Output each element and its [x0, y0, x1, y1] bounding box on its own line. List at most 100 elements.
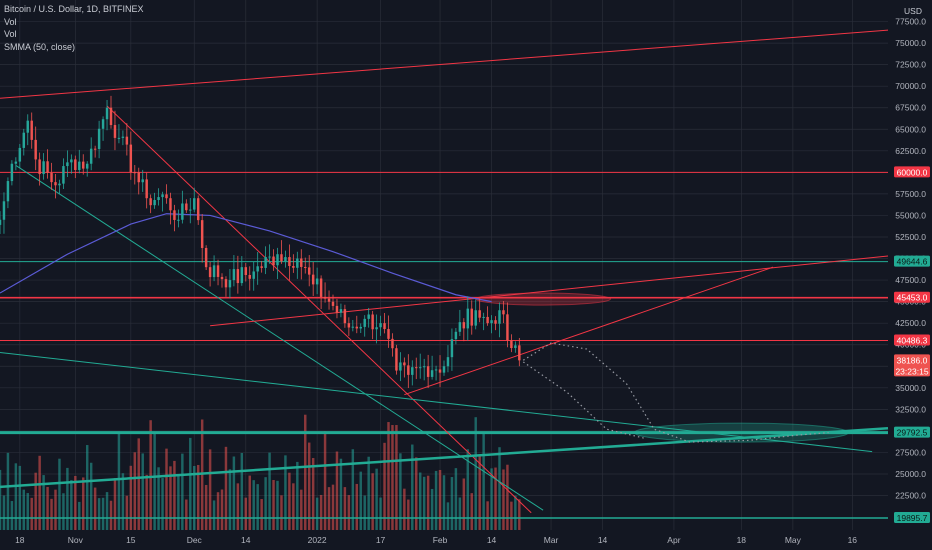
volume-bar	[300, 489, 303, 530]
candle-body	[339, 309, 343, 313]
price-tag-label: 60000.0	[897, 167, 928, 177]
candle-body	[200, 220, 204, 248]
candle-body	[307, 267, 311, 275]
volume-bar	[42, 475, 45, 530]
price-tag-label: 45453.0	[897, 293, 928, 303]
volume-bar	[204, 484, 208, 530]
candle-body	[391, 338, 394, 349]
volume-bar	[403, 488, 406, 530]
candle-body	[300, 258, 303, 267]
candle-body	[240, 267, 244, 284]
x-axis[interactable]: 18 Nov 15 Dec 14 2022 17 Feb 14 Mar 14 Apr 18 May 16	[15, 535, 857, 545]
candle-body	[30, 120, 33, 140]
candle-body	[367, 314, 370, 319]
volume-bar	[335, 451, 339, 530]
x-tick-label: 15	[126, 535, 136, 545]
candle-body	[169, 198, 172, 211]
candle-body	[315, 278, 319, 285]
volume-bar	[216, 492, 220, 530]
candle-body	[185, 203, 188, 211]
candle-body	[256, 266, 259, 272]
volume-bar	[153, 433, 156, 530]
horizontal-levels	[0, 171, 888, 519]
candle-body	[54, 182, 57, 186]
volume-bar	[133, 452, 137, 530]
candle-body	[351, 326, 355, 328]
volume-bar	[193, 465, 196, 530]
candle-body	[478, 310, 481, 318]
candle-body	[121, 136, 125, 138]
volume-bar	[196, 464, 200, 530]
candle-body	[296, 258, 299, 268]
candle-body	[177, 219, 180, 221]
x-tick-label: Dec	[187, 535, 203, 545]
candle-body	[486, 316, 489, 324]
price-tag: 40486.3	[894, 334, 930, 346]
candle-body	[252, 271, 255, 279]
candle-body	[506, 314, 509, 341]
volume-bar	[486, 501, 489, 530]
candle-body	[2, 201, 6, 220]
volume-bar	[490, 468, 493, 530]
chart-title[interactable]: Bitcoin / U.S. Dollar, 1D, BITFINEX	[4, 4, 144, 14]
volume-bar	[514, 495, 517, 530]
candle-body	[387, 329, 390, 339]
candle-body	[34, 139, 37, 160]
candle-body	[331, 301, 335, 306]
candle-body	[66, 162, 69, 167]
price-tag: 19895.7	[894, 511, 930, 523]
x-tick-label: Feb	[433, 535, 448, 545]
chart-legend: Bitcoin / U.S. Dollar, 1D, BITFINEX Vol …	[4, 3, 144, 53]
price-tag: 29792.5	[894, 426, 930, 438]
volume-bar	[482, 432, 485, 530]
volume-bar	[161, 478, 164, 530]
candle-body	[74, 159, 77, 170]
volume-bar	[411, 444, 414, 530]
price-tags: 60000.0 49644.6 45453.0 40486.3 29792.5 19895…	[894, 166, 930, 523]
volume-bar	[14, 463, 18, 530]
y-tick-label: 25000.0	[895, 469, 926, 479]
volume-bar	[129, 465, 133, 530]
candle-body	[430, 370, 434, 377]
y-tick-label: 32500.0	[895, 404, 926, 414]
price-tag-label: 40486.3	[897, 336, 928, 346]
volume-bar	[375, 468, 378, 530]
volume-bar	[66, 467, 69, 530]
candle-body	[82, 161, 85, 169]
candle-body	[458, 322, 462, 332]
x-tick-label: 18	[15, 535, 25, 545]
y-tick-label: 62500.0	[895, 146, 926, 156]
volume-bar	[415, 457, 418, 530]
volume-bar	[288, 472, 291, 530]
volume-bar	[6, 452, 10, 530]
candle-body	[498, 310, 501, 324]
volume-bar	[284, 455, 287, 530]
candle-body	[304, 266, 307, 268]
volume-bar	[311, 458, 315, 530]
candle-body	[85, 163, 89, 169]
volume-bar	[466, 449, 470, 530]
candle-body	[474, 310, 477, 326]
trend-line	[0, 351, 873, 453]
x-tick-label: 14	[241, 535, 251, 545]
candle-body	[502, 310, 505, 315]
volume-bar	[367, 456, 370, 530]
volume-bar	[383, 442, 386, 530]
candle-body	[133, 172, 137, 174]
volume-bar	[50, 498, 53, 530]
volume-bar	[228, 469, 232, 530]
y-tick-label: 72500.0	[895, 60, 926, 70]
volume-bar	[418, 472, 422, 530]
volume-bar	[426, 475, 430, 530]
volume-bar	[331, 484, 335, 530]
indicator-vol-1[interactable]: Vol	[4, 16, 17, 27]
indicator-vol-2[interactable]: Vol	[4, 29, 17, 39]
volume-bar	[169, 466, 172, 530]
volume-bar	[407, 499, 410, 530]
indicator-smma[interactable]: SMMA (50, close)	[4, 41, 76, 52]
volume-bar	[173, 460, 176, 530]
candle-body	[375, 327, 378, 330]
volume-bar	[470, 493, 473, 530]
volume-bar	[319, 494, 323, 530]
